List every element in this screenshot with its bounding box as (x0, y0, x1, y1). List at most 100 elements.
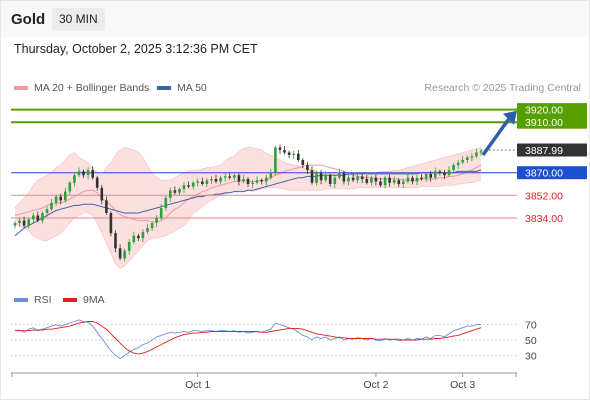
candle-body (479, 151, 483, 153)
candle-body (13, 223, 17, 226)
candle-body (292, 153, 295, 155)
candle-body (365, 179, 369, 183)
candle (219, 175, 222, 185)
candle-body (306, 165, 309, 171)
legend-ma20: MA 20 + Bollinger Bands (14, 82, 149, 94)
candle-body (68, 182, 72, 192)
candle-body (406, 177, 410, 182)
current-price-label: 3887.99 (525, 145, 563, 157)
rsi-line (14, 319, 481, 360)
candle-body (59, 196, 62, 201)
candle-body (41, 213, 44, 221)
level-label: 3920.00 (525, 105, 563, 117)
candle-body (466, 157, 469, 160)
candle (388, 174, 391, 187)
candle-body (169, 190, 172, 198)
candle-body (178, 189, 181, 193)
candle (255, 176, 259, 185)
candle-body (269, 172, 273, 178)
level-badge-pivot (517, 166, 587, 180)
candle (91, 166, 94, 180)
candle-body (379, 181, 382, 186)
candle-body (287, 152, 291, 155)
candle-body (246, 179, 250, 184)
candle (347, 174, 350, 186)
current-price-badge (517, 143, 587, 157)
candle (50, 199, 53, 212)
candle-body (64, 191, 67, 201)
rsi-tick-label: 70 (525, 320, 537, 332)
candle-body (392, 180, 396, 183)
legend-ma9-label: 9MA (83, 294, 105, 306)
candle-body (150, 223, 154, 229)
bollinger-bands (14, 147, 482, 269)
ma50-line (14, 169, 482, 237)
candle-body (45, 209, 49, 213)
x-tick-label: Oct 2 (363, 379, 388, 391)
candle (392, 176, 396, 185)
candle (274, 145, 277, 176)
rsi-swatch (14, 298, 28, 302)
candle (150, 221, 154, 231)
candle-body (434, 171, 437, 178)
candle-body (456, 162, 460, 166)
credit-text: Research © 2025 Trading Central (424, 82, 581, 94)
candle-body (182, 185, 186, 190)
candle-body (196, 181, 199, 183)
candle (178, 187, 181, 196)
rsi-tick-label: 30 (525, 350, 537, 362)
candle (187, 181, 190, 189)
candle (342, 170, 346, 185)
candle-body (265, 177, 268, 182)
candle-body (187, 185, 190, 187)
candle (155, 215, 158, 227)
price-levels (11, 108, 587, 219)
candle-body (54, 196, 58, 203)
ma50-swatch (157, 86, 171, 90)
candle-body (328, 175, 332, 184)
legend-ma50: MA 50 (157, 82, 207, 94)
candle-body (274, 147, 277, 173)
candle (54, 194, 58, 206)
candle-body (50, 202, 53, 210)
candle-body (342, 172, 346, 182)
level-label: 3910.00 (525, 117, 563, 129)
candle-body (159, 208, 163, 219)
candle-body (223, 176, 227, 178)
candle-body (109, 213, 113, 234)
candle (438, 169, 442, 176)
candle (324, 171, 327, 183)
candle-body (438, 171, 442, 173)
candle-body (73, 175, 76, 183)
ma20-swatch (14, 86, 28, 90)
candle (356, 174, 359, 184)
timeframe-badge[interactable]: 30 MIN (52, 8, 105, 31)
candle (415, 174, 419, 186)
candle (13, 221, 17, 229)
candle (64, 187, 67, 203)
candle (479, 149, 483, 156)
candle-body (351, 177, 355, 181)
candle (452, 163, 455, 173)
candle-body (447, 170, 451, 176)
candle-body (388, 177, 391, 183)
candle-body (333, 177, 337, 184)
candle-body (95, 177, 99, 188)
candle (132, 231, 136, 244)
candle-body (452, 165, 455, 171)
instrument-title: Gold (11, 11, 46, 28)
candle-body (415, 177, 419, 182)
legend-ma50-label: MA 50 (177, 82, 207, 94)
candle (109, 211, 113, 237)
candle-body (127, 242, 131, 251)
candle (475, 148, 478, 159)
candle (73, 172, 76, 187)
candle-body (429, 173, 432, 178)
candle (287, 150, 291, 158)
candle (137, 233, 140, 242)
candle (32, 212, 35, 224)
candle (246, 177, 250, 187)
candle-body (283, 150, 286, 153)
